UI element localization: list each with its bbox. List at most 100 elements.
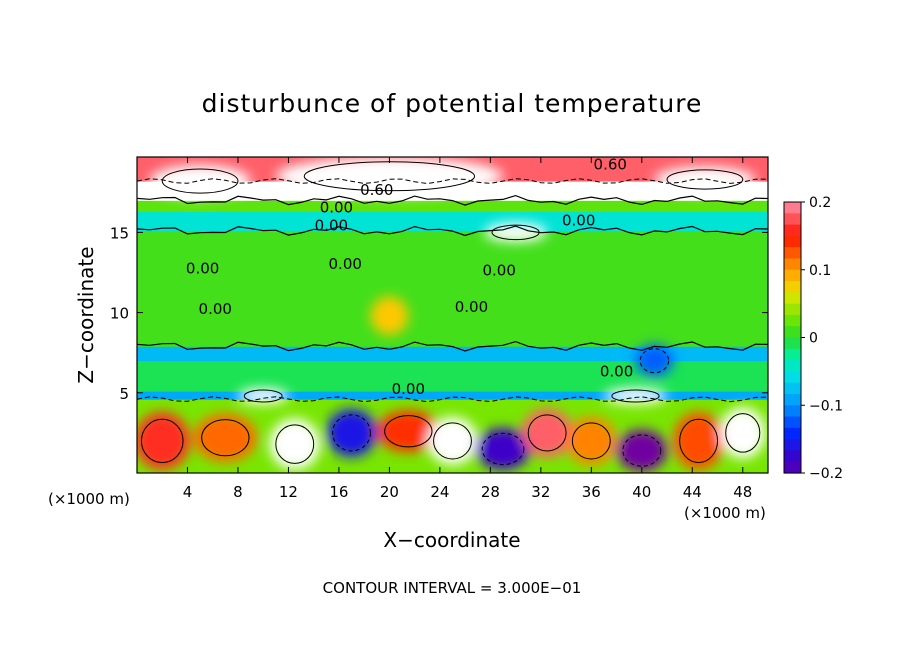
x-unit-label-left: (×1000 m): [48, 490, 130, 508]
contour-label: 0.00: [329, 255, 362, 273]
negative-contour-line: [137, 178, 768, 185]
contour-label: 0.00: [199, 300, 232, 318]
x-tick-label: 28: [481, 483, 500, 501]
blob-contour: [433, 422, 472, 460]
heat-blob: [673, 412, 724, 470]
blob-contour: [161, 168, 239, 194]
x-tick-label: 4: [183, 483, 193, 501]
x-axis-ticks: 4 8 12 16 20 24 28 32 36 40 44 48: [183, 157, 752, 501]
plot-frame: [136, 156, 769, 474]
contour-label-layer: 0.600.600.000.00 0.000.00 0.000.000.00 0.00…: [186, 155, 633, 398]
heat-band: [137, 200, 768, 213]
x-tick-label: 24: [430, 483, 449, 501]
contour-label: 0.00: [600, 362, 633, 380]
zero-contour-line: [137, 194, 768, 206]
heat-blob: [269, 418, 320, 470]
contour-label: 0.00: [186, 260, 219, 278]
heat-blob: [275, 157, 503, 196]
x-tick-label: 16: [329, 483, 348, 501]
contour-label: 0.00: [562, 212, 595, 230]
blob-contour: [725, 413, 761, 453]
colorbar-step: [784, 393, 801, 406]
blob-contour: [481, 432, 525, 466]
contour-label: 0.00: [315, 216, 348, 234]
blob-contour: [491, 224, 540, 241]
x-axis-label: X−coordinate: [383, 528, 520, 552]
y-axis-label: Z−coordinate: [74, 246, 98, 383]
blob-layer: [137, 157, 766, 472]
heat-blob: [616, 429, 668, 472]
contour-label: 0.00: [482, 261, 515, 279]
zero-contour-line: [137, 225, 768, 237]
x-unit-label-right: (×1000 m): [684, 504, 766, 522]
blob-contour: [571, 422, 611, 460]
colorbar-step: [784, 427, 801, 440]
x-tick-label: 44: [683, 483, 702, 501]
colorbar-tick-label: 0.1: [809, 263, 831, 279]
chart-title: disturbunce of potential temperature: [202, 89, 703, 118]
blob-contour: [622, 434, 662, 467]
colorbar-step: [784, 235, 801, 248]
blob-contour: [666, 169, 744, 190]
heat-blob: [720, 407, 766, 459]
colorbar-step: [784, 348, 801, 361]
heat-band: [137, 230, 768, 347]
colorbar-tick-label: −0.1: [809, 398, 843, 414]
colorbar-step: [784, 202, 801, 214]
heat-blob: [635, 344, 674, 377]
heat-blob: [149, 165, 251, 198]
colorbar-step: [784, 213, 801, 226]
colorbar-step: [784, 269, 801, 282]
heat-blob: [521, 408, 573, 457]
negative-contour-line: [137, 396, 768, 403]
colorbar-step: [784, 450, 801, 463]
colorbar-step: [784, 461, 801, 474]
colorbar-step: [784, 382, 801, 395]
colorbar-step: [784, 247, 801, 260]
contour-label: 0.60: [360, 181, 393, 199]
heat-blob: [376, 410, 440, 453]
colorbar-step: [784, 314, 801, 327]
heat-blob: [654, 166, 756, 193]
colorbar-step: [784, 405, 801, 418]
heat-blob: [427, 416, 478, 465]
colorbar-step: [784, 326, 801, 339]
blob-contour: [679, 418, 719, 464]
colorbar-step: [784, 292, 801, 305]
blob-contour: [527, 414, 567, 452]
heat-band: [137, 211, 768, 232]
contour-label: 0.00: [320, 199, 353, 217]
colorbar-step: [784, 360, 801, 372]
heat-band: [137, 360, 768, 392]
x-tick-label: 40: [632, 483, 651, 501]
colorbar-step: [784, 258, 801, 271]
colorbar-step: [784, 439, 801, 452]
x-tick-label: 8: [233, 483, 243, 501]
y-axis-ticks: 5 10 15: [110, 224, 768, 403]
contour-label: 0.60: [594, 155, 627, 173]
heat-band: [137, 346, 768, 362]
blob-contour: [611, 389, 660, 403]
colorbar-tick-label: 0.2: [809, 195, 831, 211]
y-tick-label: 5: [119, 385, 129, 403]
colorbar-step: [784, 416, 801, 429]
heat-blob: [484, 222, 548, 243]
x-tick-label: 32: [531, 483, 550, 501]
y-tick-label: 10: [110, 305, 129, 323]
blob-contour: [384, 415, 433, 448]
colorbar-tick-label: −0.2: [809, 466, 843, 482]
x-tick-label: 48: [733, 483, 752, 501]
blob-contour: [639, 348, 670, 374]
heat-blob: [566, 416, 617, 465]
contour-label: 0.00: [455, 298, 488, 316]
colorbar-step: [784, 281, 801, 293]
heat-blob: [137, 412, 190, 470]
plot-area: 0.600.600.000.00 0.000.00 0.000.000.00 0.00…: [137, 155, 768, 473]
contour-interval-note: CONTOUR INTERVAL = 3.000E−01: [323, 579, 582, 597]
heat-blob: [193, 413, 257, 462]
blob-contour: [275, 424, 315, 464]
colorbar-tick-label: 0: [809, 331, 818, 347]
blob-contour: [332, 414, 371, 452]
blob-contour: [140, 418, 184, 464]
